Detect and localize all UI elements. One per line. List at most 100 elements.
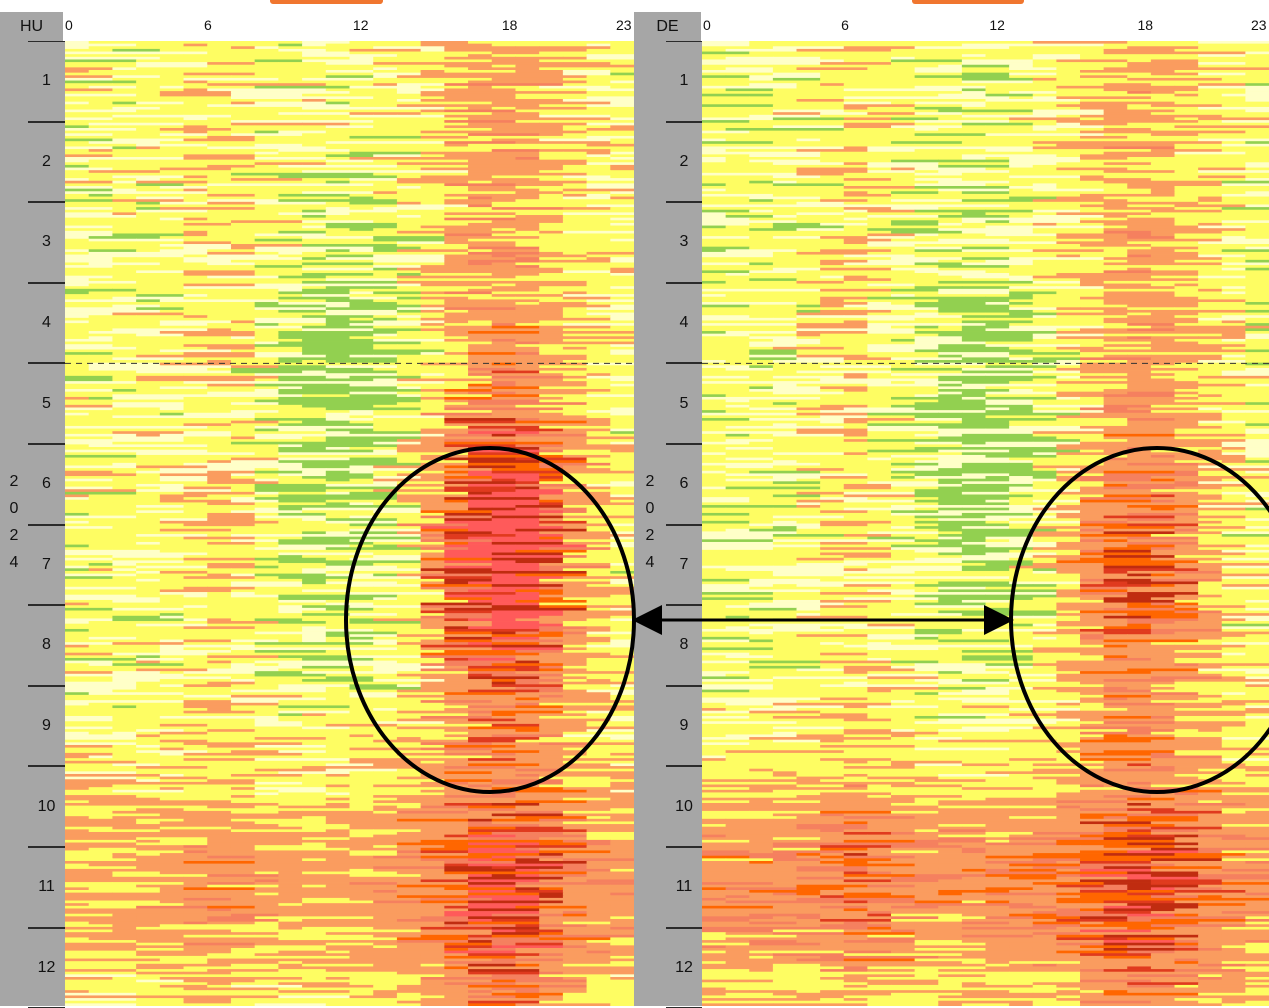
heatmap-cell [278,679,302,682]
heatmap-cell [563,682,611,685]
heatmap-cell [160,924,208,927]
heatmap-cell [468,189,492,192]
heatmap-cell [563,882,634,885]
heatmap-cell [515,344,563,347]
heatmap-cell [160,452,232,455]
heatmap-cell [587,745,634,748]
heatmap-cell [255,756,279,759]
heatmap-cell [89,218,161,221]
heatmap-cell [867,59,891,62]
heatmap-cell [1198,99,1246,102]
heatmap-cell [278,194,302,197]
heatmap-cell [891,62,962,65]
heatmap-cell [749,96,773,99]
heatmap-cell [587,742,634,745]
heatmap-cell [749,44,797,47]
heatmap-cell [587,104,611,107]
heatmap-cell [1080,49,1104,52]
heatmap-cell [326,44,350,47]
heatmap-cell [539,331,563,334]
heatmap-cell [302,658,374,661]
heatmap-cell [184,413,256,416]
heatmap-cell [112,389,136,392]
heatmap-cell [563,832,587,835]
heatmap-cell [278,961,302,964]
heatmap-cell [302,297,350,300]
heatmap-cell [468,360,516,363]
heatmap-cell [302,78,374,81]
heatmap-cell [207,914,231,917]
heatmap-cell [65,885,137,888]
heatmap-cell [350,589,398,592]
heatmap-cell [915,110,939,113]
heatmap-cell [350,988,398,991]
heatmap-cell [326,782,398,785]
heatmap-cell [421,959,493,962]
heatmap-cell [915,91,939,94]
heatmap-cell [563,313,587,316]
heatmap-cell [563,202,587,205]
heatmap-cell [65,908,89,911]
heatmap-cell [421,980,493,983]
heatmap-cell [160,827,232,830]
heatmap-cell [255,160,303,163]
heatmap-cell [539,223,587,226]
heatmap-cell [255,313,327,316]
heatmap-cell [65,120,113,123]
heatmap-cell [89,584,137,587]
heatmap-cell [373,349,445,352]
heatmap-cell [231,371,279,374]
heatmap-cell [184,125,208,128]
heatmap-cell [231,228,255,231]
heatmap-cell [938,96,986,99]
heatmap-cell [397,993,421,996]
heatmap-cell [587,766,634,769]
heatmap-cell [492,858,516,861]
heatmap-cell [184,270,256,273]
heatmap-cell [492,568,540,571]
heatmap-cell [255,165,279,168]
heatmap-cell [397,821,421,824]
heatmap-cell [610,117,634,120]
heatmap-cell [278,687,326,690]
heatmap-cell [444,115,516,118]
heatmap-cell [255,516,327,519]
heatmap-cell [112,816,160,819]
heatmap-cell [1198,120,1222,123]
heatmap-cell [1127,107,1198,110]
heatmap-cell [184,742,232,745]
heatmap-cell [397,845,421,848]
heatmap-cell [867,107,891,110]
heatmap-cell [65,584,89,587]
heatmap-cell [587,634,634,637]
heatmap-cell [397,864,445,867]
heatmap-cell [844,120,915,123]
heatmap-cell [112,856,184,859]
heatmap-cell [184,431,232,434]
heatmap-cell [563,450,611,453]
heatmap-cell [421,930,493,933]
heatmap-cell [65,194,89,197]
heatmap-grid [65,41,634,1006]
heatmap-cell [397,956,421,959]
heatmap-cell [444,125,516,128]
heatmap-cell [515,534,563,537]
heatmap-cell [492,711,564,714]
heatmap-cell [207,595,231,598]
heatmap-cell [231,711,255,714]
heatmap-cell [397,708,445,711]
heatmap-cell [397,336,469,339]
heatmap-cell [397,178,469,181]
heatmap-cell [112,690,160,693]
heatmap-cell [867,65,938,68]
heatmap-cell [492,516,564,519]
heatmap-cell [350,244,398,247]
heatmap-cell [373,792,445,795]
heatmap-cell [492,603,516,606]
heatmap-cell [302,761,350,764]
heatmap-cell [160,703,184,706]
heatmap-cell [587,988,634,991]
heatmap-cell [421,626,445,629]
heatmap-cell [231,663,255,666]
heatmap-cell [255,647,279,650]
